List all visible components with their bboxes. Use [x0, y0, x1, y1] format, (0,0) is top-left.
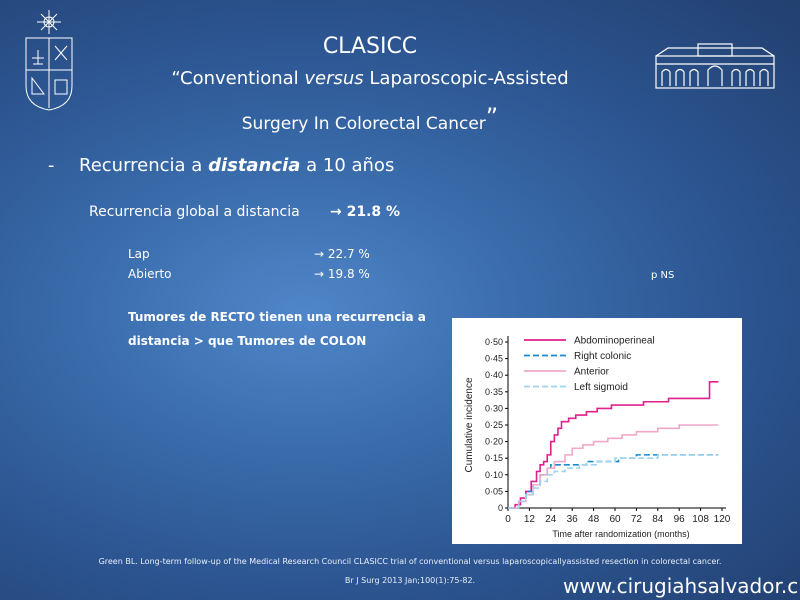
y-tick-label: 0·35	[485, 387, 503, 397]
y-tick-label: 0·15	[485, 453, 503, 463]
x-tick-label: 72	[631, 514, 643, 525]
lap-label: Lap	[128, 247, 150, 261]
p-value-note: p NS	[651, 270, 675, 281]
legend-label-3: Left sigmoid	[574, 382, 628, 393]
y-tick-label: 0·45	[485, 354, 503, 364]
y-tick-label: 0·05	[485, 486, 503, 496]
x-tick-label: 48	[588, 514, 600, 525]
legend-label-2: Anterior	[574, 367, 610, 378]
cumulative-incidence-chart: 0 0·05 0·10 0·15 0·20 0·25 0·30 0·35 0·40 0·45 0·5…	[452, 318, 742, 544]
slide-subtitle-line2: Surgery In Colorectal Cancer”	[0, 103, 740, 134]
subtitle-line2-text: Surgery In Colorectal Cancer	[241, 114, 486, 134]
bullet-suffix: a 10 años	[300, 155, 395, 176]
x-tick-label: 24	[545, 514, 557, 525]
bullet-heading: Recurrencia a distancia a 10 años	[79, 155, 394, 176]
series-line-3	[508, 454, 719, 509]
lap-value: → 22.7 %	[314, 247, 370, 261]
y-tick-label: 0·10	[485, 470, 503, 480]
x-tick-label: 96	[674, 514, 686, 525]
website-url[interactable]: www.cirugiahsalvador.cl	[563, 574, 800, 598]
subtitle-italic: versus	[304, 68, 364, 89]
hospital-building-logo	[654, 42, 776, 96]
citation-line2: Br J Surg 2013 Jan;100(1):75-82.	[344, 576, 476, 585]
y-tick-label: 0·50	[485, 337, 503, 347]
series-line-0	[508, 381, 719, 509]
chart-svg: 0 0·05 0·10 0·15 0·20 0·25 0·30 0·35 0·40 0·45 0·5…	[464, 336, 731, 540]
university-crest-logo	[20, 8, 78, 116]
legend-label-1: Right colonic	[574, 351, 631, 362]
slide-title: CLASICC	[322, 34, 418, 59]
x-tick-label: 84	[652, 514, 664, 525]
bullet-prefix: Recurrencia a	[79, 155, 209, 176]
subtitle-suffix: Laparoscopic-Assisted	[363, 68, 569, 89]
subtitle-close-quote: ”	[485, 103, 499, 131]
x-tick-label: 12	[524, 514, 536, 525]
slide-subtitle-line1: “Conventional versus Laparoscopic-Assist…	[0, 68, 740, 89]
abierto-value: → 19.8 %	[314, 267, 370, 281]
subtitle-prefix: “Conventional	[171, 68, 305, 89]
global-recurrence-value: → 21.8 %	[330, 204, 401, 220]
abierto-label: Abierto	[128, 267, 172, 281]
x-tick-label: 120	[714, 514, 731, 525]
y-tick-label: 0·30	[485, 403, 503, 413]
x-tick-label: 108	[692, 514, 709, 525]
legend-label-0: Abdominoperineal	[574, 336, 655, 347]
y-tick-label: 0·20	[485, 437, 503, 447]
x-tick-label: 60	[609, 514, 621, 525]
y-tick-label: 0·25	[485, 420, 503, 430]
series-line-1	[508, 454, 719, 509]
y-axis-label: Cumulative incidence	[464, 377, 475, 472]
y-tick-label: 0·40	[485, 370, 503, 380]
bullet-emphasis: distancia	[208, 155, 301, 176]
tumor-note: Tumores de RECTO tienen una recurrencia …	[128, 310, 426, 348]
bullet-dash: -	[48, 155, 55, 176]
citation-line1: Green BL. Long-term follow-up of the Med…	[98, 557, 722, 566]
y-tick-label: 0	[498, 503, 503, 513]
x-axis-label: Time after randomization (months)	[552, 529, 689, 539]
x-tick-label: 0	[505, 514, 511, 525]
x-tick-label: 36	[567, 514, 579, 525]
global-recurrence-label: Recurrencia global a distancia	[89, 204, 300, 220]
